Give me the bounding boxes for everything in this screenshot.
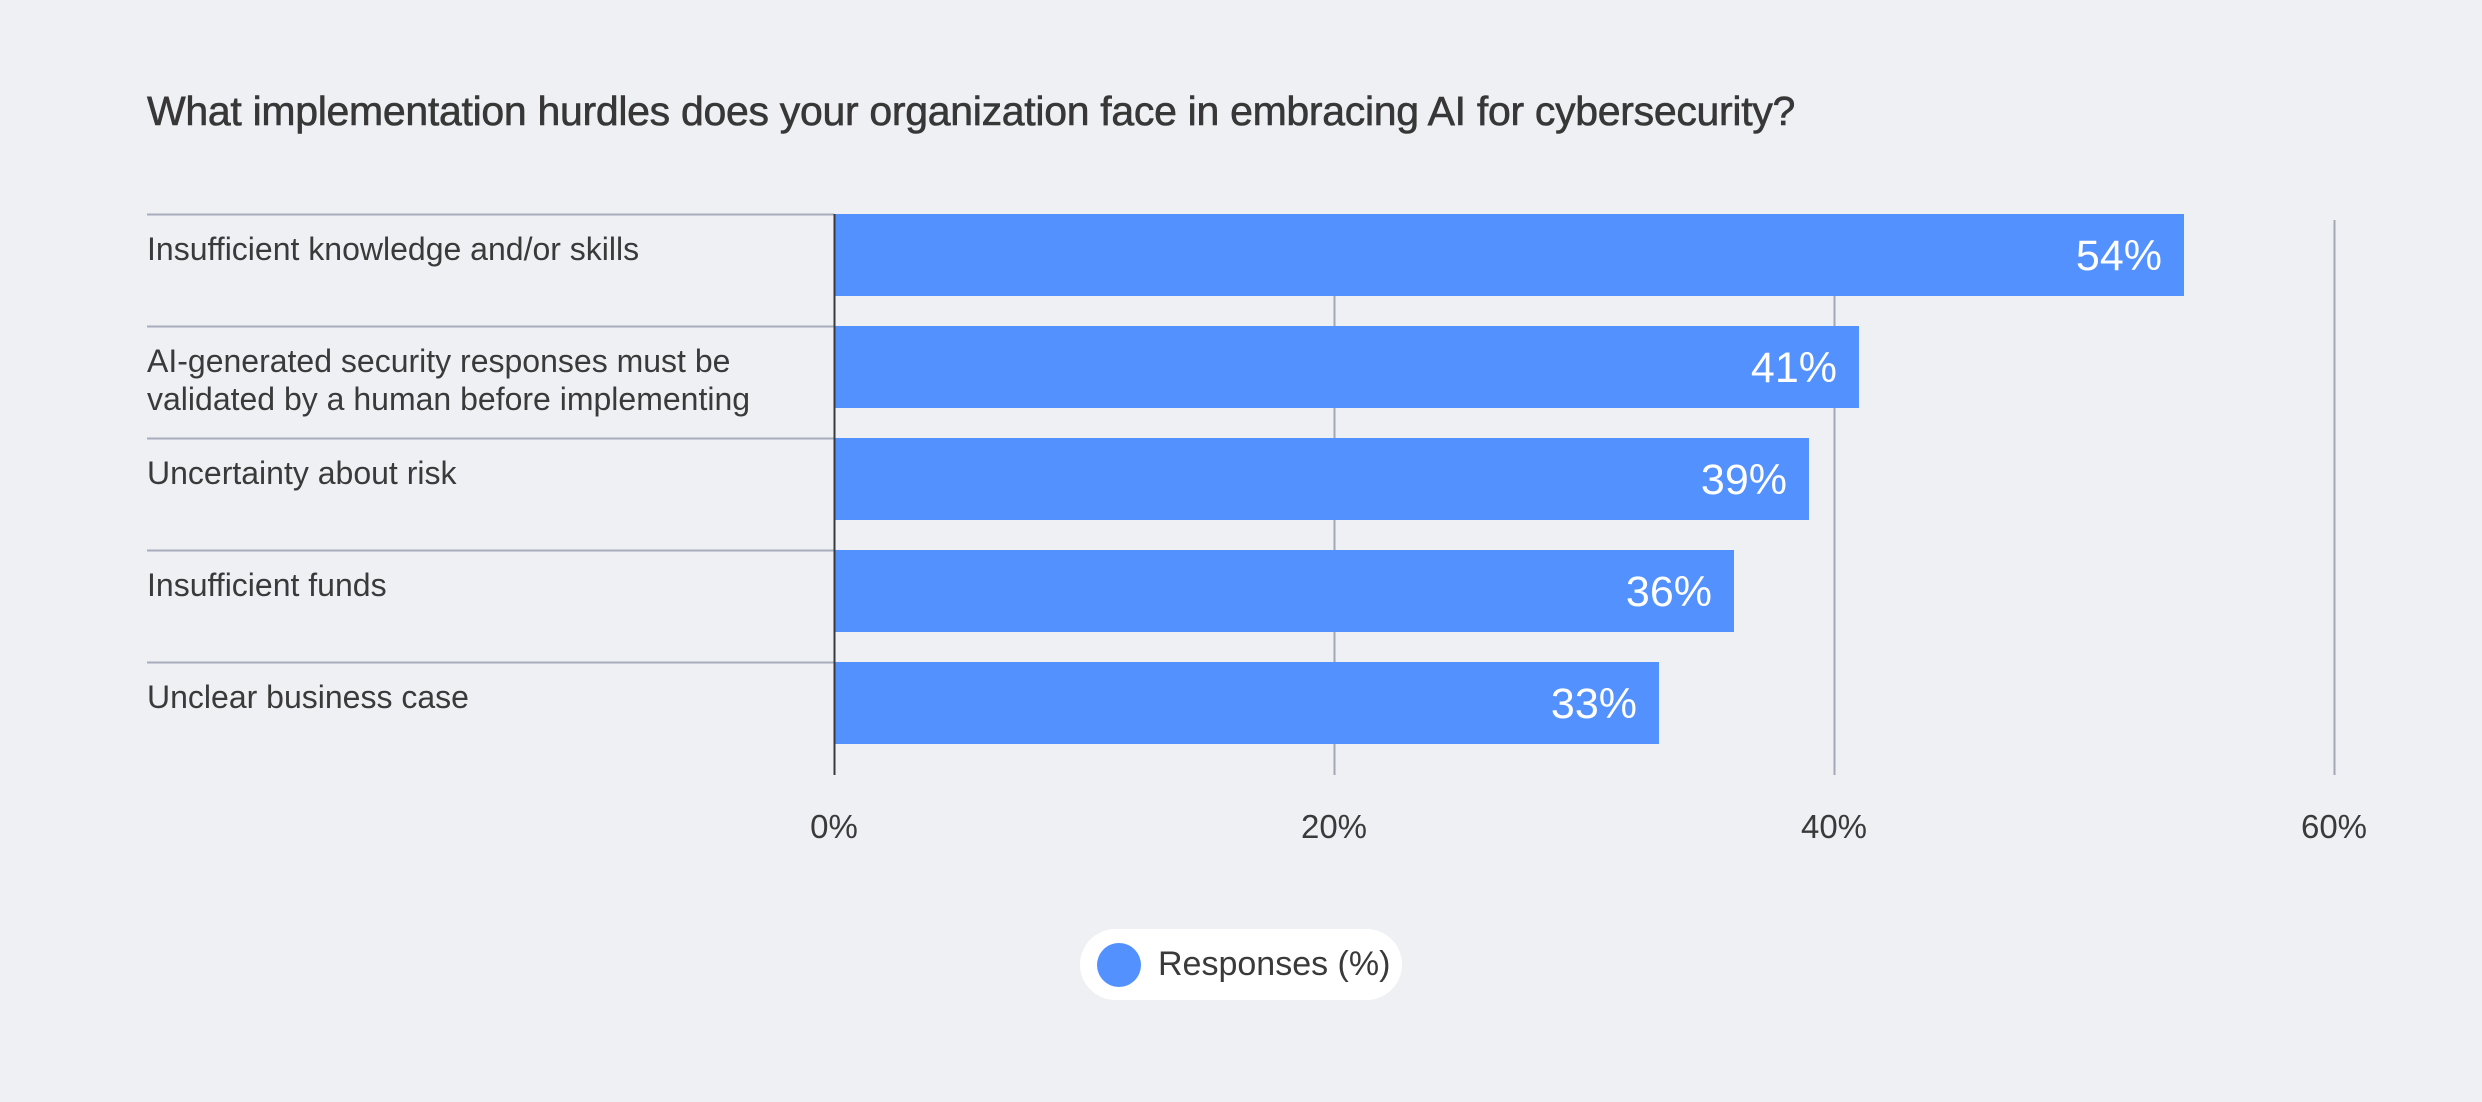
- bar: [834, 662, 1659, 744]
- x-tick-label: 0%: [810, 808, 858, 845]
- bar: [834, 214, 2184, 296]
- bars: 54% 41% 39% 36% 33%: [834, 214, 2184, 744]
- x-tick-label: 60%: [2301, 808, 2367, 845]
- bar-value-label: 36%: [1626, 568, 1712, 616]
- bar: [834, 438, 1809, 520]
- category-label: validated by a human before implementing: [147, 381, 750, 417]
- bar-value-label: 39%: [1701, 456, 1787, 504]
- bar-value-label: 54%: [2076, 232, 2162, 280]
- category-label: Insufficient funds: [147, 567, 387, 603]
- category-label: Unclear business case: [147, 679, 469, 715]
- legend-label: Responses (%): [1158, 945, 1391, 983]
- category-labels: Insufficient knowledge and/or skills AI-g…: [147, 231, 750, 715]
- category-label: Uncertainty about risk: [147, 455, 457, 491]
- x-tick-labels: 0% 20% 40% 60%: [810, 808, 2367, 845]
- bar: [834, 326, 1859, 408]
- legend[interactable]: Responses (%): [1080, 929, 1402, 1000]
- category-label: Insufficient knowledge and/or skills: [147, 231, 639, 267]
- bar-value-label: 41%: [1751, 344, 1837, 392]
- category-label: AI-generated security responses must be: [147, 343, 730, 379]
- x-tick-label: 40%: [1801, 808, 1867, 845]
- chart-title: What implementation hurdles does your or…: [147, 88, 1796, 135]
- legend-swatch-icon: [1097, 942, 1141, 987]
- x-tick-label: 20%: [1301, 808, 1367, 845]
- row-dividers: [147, 213, 834, 664]
- bar-value-label: 33%: [1551, 680, 1637, 728]
- bar: [834, 550, 1734, 632]
